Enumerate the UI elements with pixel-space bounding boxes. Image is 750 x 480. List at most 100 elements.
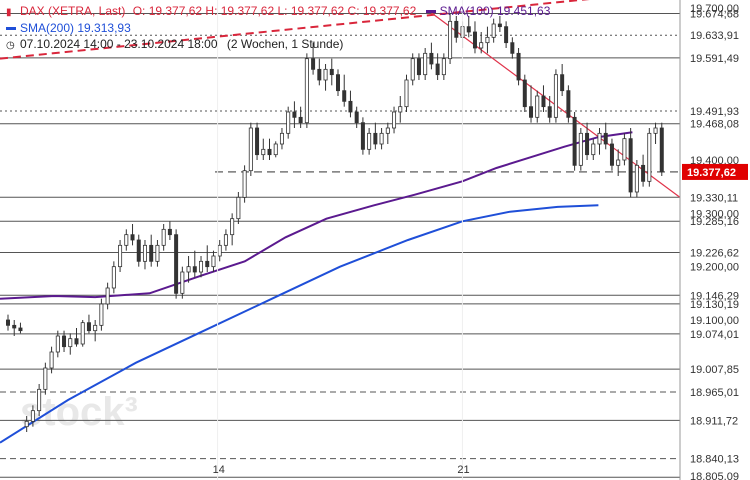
candle-body xyxy=(342,90,347,102)
candle-body xyxy=(522,79,527,108)
range-text: (2 Wochen, 1 Stunde) xyxy=(226,37,344,51)
candle-body xyxy=(404,79,409,108)
candle-body xyxy=(348,100,353,113)
y-tick-label: 18.840,13 xyxy=(690,454,739,466)
candle-body xyxy=(329,68,334,76)
y-tick-label: 19.674,68 xyxy=(690,9,739,21)
price-levels xyxy=(0,13,680,478)
y-tick-label: 19.200,00 xyxy=(690,262,739,274)
x-axis: 14 21 xyxy=(213,0,470,480)
y-tick-label: 18.911,72 xyxy=(690,415,738,427)
candle-body xyxy=(504,26,509,44)
candle-body xyxy=(367,132,372,150)
candle-body xyxy=(497,23,502,28)
candle-body xyxy=(298,116,303,124)
candle-body xyxy=(118,244,123,268)
candle-body xyxy=(80,322,85,345)
candle-body xyxy=(454,20,459,38)
period-text: 07.10.2024 14:00 - 23.10.2024 18:00 xyxy=(20,37,218,51)
candle-body xyxy=(485,36,490,44)
candle-body xyxy=(174,234,179,294)
candle-body xyxy=(248,127,253,172)
candle-body xyxy=(516,52,521,81)
candle-body xyxy=(379,132,384,145)
candle-body xyxy=(392,111,397,129)
candle-body xyxy=(597,132,602,145)
candle-body xyxy=(448,20,453,60)
candle-body xyxy=(535,95,540,118)
candle-body xyxy=(267,148,272,156)
y-tick-label: 19.007,85 xyxy=(690,364,739,376)
y-tick-label: 19.130,19 xyxy=(690,299,739,311)
candle-body xyxy=(180,271,185,294)
candle-body xyxy=(472,31,477,49)
candle-body xyxy=(37,388,42,412)
candle-body xyxy=(273,143,278,156)
candle-body xyxy=(653,127,658,134)
candle-body xyxy=(628,138,633,193)
candle-body xyxy=(603,132,608,145)
candle-body xyxy=(242,170,247,198)
candle-body xyxy=(12,324,17,329)
y-tick-label: 19.330,11 xyxy=(690,192,738,204)
candle-body xyxy=(529,106,534,118)
candle-body xyxy=(510,42,515,54)
candle-body xyxy=(105,287,110,305)
candle-body xyxy=(591,143,596,156)
candle-body xyxy=(553,74,558,118)
y-tick-label: 19.074,01 xyxy=(690,329,739,341)
candle-body xyxy=(30,410,35,422)
y-tick-label: 19.591,49 xyxy=(690,53,739,65)
candle-body xyxy=(410,58,415,81)
candle-body xyxy=(192,266,197,273)
candle-body xyxy=(609,143,614,166)
candle-body xyxy=(292,111,297,118)
candle-body xyxy=(136,239,141,262)
candle-body xyxy=(416,58,421,76)
current-price-badge xyxy=(682,163,748,180)
y-tick-label: 19.285,16 xyxy=(690,216,739,228)
y-tick-label: 19.100,00 xyxy=(690,315,739,327)
sma200-value: 19.313,93 xyxy=(77,21,131,35)
header-instrument: ▮ DAX (XETRA, Last) O: 19.377,62 H: 19.37… xyxy=(6,4,550,20)
candle-body xyxy=(261,148,266,156)
candle-body xyxy=(199,260,204,273)
candle-body xyxy=(335,74,340,92)
candle-body xyxy=(68,338,73,348)
candle-body xyxy=(286,111,291,134)
sma100-label: SMA(100) xyxy=(439,4,494,18)
x-tick-label: 14 xyxy=(213,464,225,476)
candle-body xyxy=(130,234,135,241)
candle-body xyxy=(86,322,91,332)
candle-body xyxy=(541,95,546,108)
y-tick-label: 19.146,29 xyxy=(690,290,739,302)
candle-body xyxy=(99,303,104,326)
sma200-line xyxy=(0,204,599,444)
candle-body xyxy=(634,164,639,193)
candle-body xyxy=(616,159,621,166)
candles xyxy=(6,13,664,432)
y-tick-label: 18.805,09 xyxy=(690,471,739,480)
candle-body xyxy=(74,338,79,345)
candle-body xyxy=(149,244,154,262)
candle-body xyxy=(560,74,565,92)
candle-body xyxy=(398,106,403,113)
candle-body xyxy=(572,116,577,166)
candle-body xyxy=(6,319,11,326)
trendline-dashed xyxy=(0,0,590,60)
candle-body xyxy=(491,23,496,38)
candle-body xyxy=(111,266,116,289)
candle-body xyxy=(24,420,29,428)
sma100-line xyxy=(0,131,633,300)
candle-body xyxy=(641,164,646,182)
candle-body xyxy=(423,52,428,76)
y-tick-label: 19.633,91 xyxy=(690,30,739,42)
candle-body xyxy=(585,132,590,156)
candle-body xyxy=(547,106,552,118)
instrument-name: DAX (XETRA, Last) xyxy=(20,4,126,18)
sma100-value: 19.451,63 xyxy=(496,4,551,18)
y-tick-label: 19.491,93 xyxy=(690,106,739,118)
candle-body xyxy=(124,234,129,246)
x-tick-label: 21 xyxy=(457,464,469,476)
